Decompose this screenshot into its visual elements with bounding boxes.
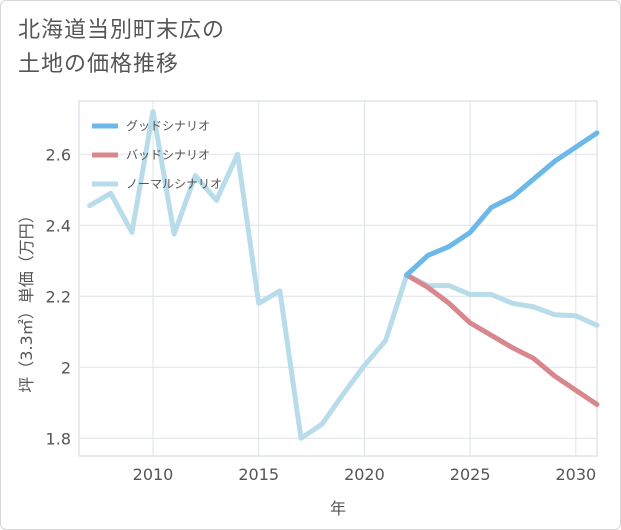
axis-ticks: 2010 2015 2020 2025 2030 1.8 2 2.2 2.4 2.6	[46, 145, 597, 484]
grid-lines	[79, 101, 597, 456]
x-tick-label: 2015	[238, 465, 279, 484]
x-tick-label: 2025	[450, 465, 491, 484]
y-tick-label: 2.2	[46, 287, 71, 306]
legend-label: バッドシナリオ	[126, 148, 210, 162]
series-line-2	[87, 109, 600, 441]
x-tick-label: 2030	[555, 465, 596, 484]
series-line-1	[404, 272, 600, 407]
legend-item-1[interactable]: バッドシナリオ	[92, 148, 210, 162]
chart-title: 北海道当別町末広の 土地の価格推移	[18, 14, 225, 82]
y-tick-label: 1.8	[46, 429, 71, 448]
series-lines	[87, 109, 600, 441]
series-line-0	[404, 130, 600, 278]
title-line-2: 土地の価格推移	[18, 52, 180, 77]
x-tick-label: 2010	[133, 465, 174, 484]
y-tick-label: 2	[61, 358, 71, 377]
legend-label: グッドシナリオ	[126, 119, 210, 133]
title-line-1: 北海道当別町末広の	[18, 18, 226, 43]
legend-label: ノーマルシナリオ	[126, 177, 222, 191]
y-axis-title: 坪（3.3㎡）単価（万円）	[17, 207, 36, 392]
x-axis-title: 年	[330, 499, 346, 518]
x-tick-label: 2020	[344, 465, 385, 484]
y-tick-label: 2.6	[46, 145, 71, 164]
legend-item-0[interactable]: グッドシナリオ	[92, 119, 210, 133]
plot-area	[78, 100, 598, 457]
y-tick-label: 2.4	[46, 216, 71, 235]
legend-item-2[interactable]: ノーマルシナリオ	[92, 177, 222, 191]
